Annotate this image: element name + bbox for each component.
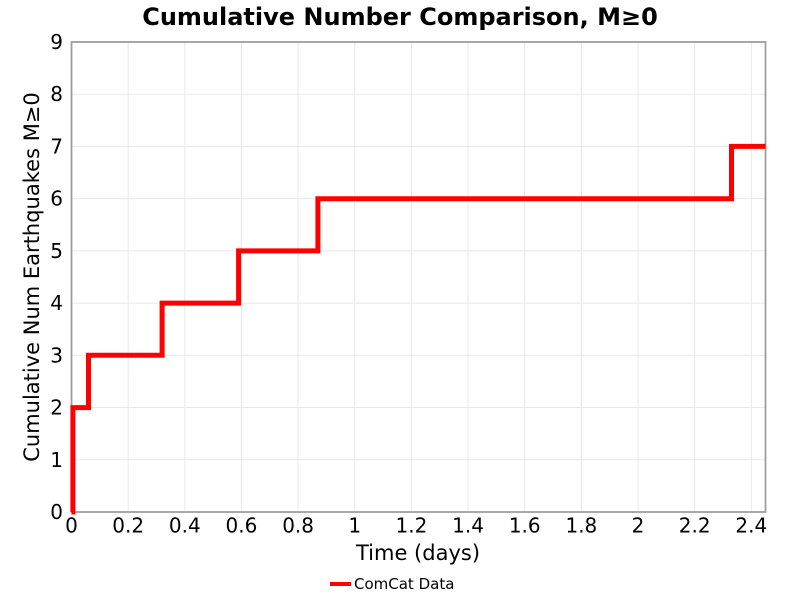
- x-tick-label: 0.8: [282, 514, 314, 538]
- y-tick-label: 4: [50, 291, 63, 315]
- y-tick-label: 0: [50, 500, 63, 524]
- chart-title: Cumulative Number Comparison, M≥0: [142, 3, 658, 31]
- x-tick-label: 1.4: [452, 514, 484, 538]
- x-tick-label: 0.2: [112, 514, 144, 538]
- y-tick-label: 8: [50, 82, 63, 106]
- legend-line-swatch: [330, 582, 351, 586]
- axes-spines: [70, 41, 767, 513]
- legend-label: ComCat Data: [354, 575, 455, 593]
- x-axis-label: Time (days): [355, 541, 481, 565]
- legend: ComCat Data: [330, 575, 454, 593]
- x-tick-label: 0.6: [226, 514, 258, 538]
- y-axis-label: Cumulative Num Earthquakes M≥0: [20, 92, 44, 462]
- x-tick-label: 1.8: [565, 514, 597, 538]
- x-tick-label: 2.2: [679, 514, 711, 538]
- comcat-step-line: [70, 143, 766, 515]
- y-tick-label: 5: [50, 239, 63, 263]
- y-tick-label: 1: [50, 448, 63, 472]
- x-tick-label: 2.4: [735, 514, 767, 538]
- y-tick-label: 9: [50, 30, 63, 54]
- y-tick-label: 7: [50, 134, 63, 158]
- y-tick-label: 6: [50, 187, 63, 211]
- y-tick-label: 2: [50, 396, 63, 420]
- x-tick-label: 0.4: [169, 514, 201, 538]
- x-tick-label: 0: [65, 514, 78, 538]
- x-tick-label: 2: [632, 514, 645, 538]
- x-tick-label: 1: [348, 514, 361, 538]
- x-tick-label: 1.6: [509, 514, 541, 538]
- x-tick-label: 1.2: [396, 514, 428, 538]
- y-tick-label: 3: [50, 343, 63, 367]
